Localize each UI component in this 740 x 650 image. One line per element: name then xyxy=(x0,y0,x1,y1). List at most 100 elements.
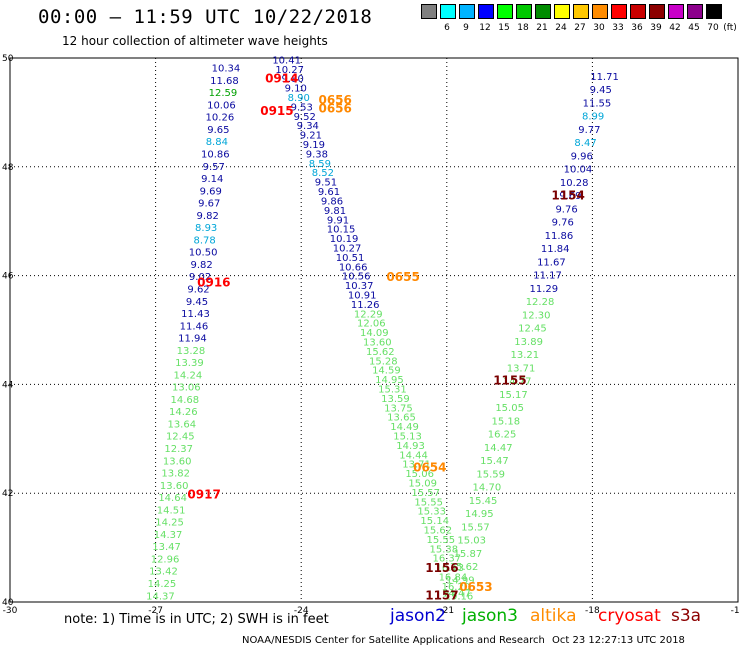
wave-height-value: 9.45 xyxy=(186,297,208,308)
wave-height-value: 16.13 xyxy=(436,563,465,574)
scale-swatch xyxy=(535,4,551,19)
wave-height-value: 9.82 xyxy=(197,211,219,222)
wave-height-value: 15.14 xyxy=(420,516,449,527)
wave-height-value: 13.42 xyxy=(149,567,178,578)
wave-height-value: 14.93 xyxy=(396,441,425,452)
wave-height-value: 9.77 xyxy=(578,125,600,136)
wave-height-value: 14.95 xyxy=(465,509,494,520)
mission-label: s3a xyxy=(671,606,702,626)
wave-height-value: 13.21 xyxy=(511,350,540,361)
wave-height-value: 15.62 xyxy=(450,562,479,573)
scale-label: 24 xyxy=(555,23,567,33)
x-tick-label: -30 xyxy=(3,606,18,616)
wave-height-value: 9.81 xyxy=(324,206,346,217)
wave-height-value: 13.59 xyxy=(381,394,410,405)
wave-height-value: 14.47 xyxy=(484,443,513,454)
wave-height-value: 9.53 xyxy=(291,102,313,113)
wave-height-value: 11.71 xyxy=(590,72,619,83)
wave-height-value: 15.13 xyxy=(393,431,422,442)
wave-height-value: 12.06 xyxy=(357,319,386,330)
pass-time-label: 0655 xyxy=(386,270,419,284)
pass-time-label: 1156 xyxy=(425,561,458,575)
wave-height-value: 10.26 xyxy=(206,113,235,124)
scale-label: 27 xyxy=(574,23,586,33)
map-frame xyxy=(9,57,739,603)
scale-swatch xyxy=(592,4,608,19)
wave-height-value: 11.29 xyxy=(529,284,558,295)
page-subtitle: 12 hour collection of altimeter wave hei… xyxy=(62,34,328,48)
wave-height-value: 15.62 xyxy=(366,347,395,358)
wave-height-value: 10.15 xyxy=(327,225,356,236)
wave-height-value: 10.27 xyxy=(275,65,304,76)
wave-height-value: 11.17 xyxy=(533,271,562,282)
wave-height-value: 15.59 xyxy=(476,469,505,480)
mission-label: cryosat xyxy=(598,606,661,626)
scale-swatch xyxy=(478,4,494,19)
wave-height-value: 11.55 xyxy=(583,98,612,109)
wave-height-value: 14.95 xyxy=(375,375,404,386)
wave-height-value: 9.69 xyxy=(200,186,222,197)
wave-height-value: 11.46 xyxy=(180,321,209,332)
wave-height-value: 13.64 xyxy=(167,419,196,430)
wave-height-value: 14.64 xyxy=(158,493,187,504)
y-tick-label: 42 xyxy=(2,489,13,499)
wave-height-value: 13.82 xyxy=(161,469,190,480)
wave-height-value: 13.28 xyxy=(177,346,206,357)
scale-label: 70 xyxy=(707,23,719,33)
wave-height-value: 9.38 xyxy=(306,149,328,160)
wave-height-value: 15.09 xyxy=(408,478,437,489)
wave-height-value: 8.47 xyxy=(574,138,596,149)
wave-height-value: 14.68 xyxy=(171,395,200,406)
wave-height-value: 9.34 xyxy=(297,121,319,132)
wave-height-value: 11.68 xyxy=(210,76,239,87)
wave-height-value: 12.59 xyxy=(209,88,238,99)
wave-height-value: 14.70 xyxy=(473,483,502,494)
wave-height-value: 13.71 xyxy=(507,363,536,374)
wave-height-value: 16.84 xyxy=(439,572,468,583)
wave-height-value: 9.86 xyxy=(321,196,343,207)
scale-unit-label: (ft) xyxy=(723,23,737,33)
wave-height-value: 12.45 xyxy=(518,324,547,335)
wave-height-value: 10.50 xyxy=(189,248,218,259)
wave-height-value: 13.47 xyxy=(152,542,181,553)
wave-height-value: 12.37 xyxy=(164,444,193,455)
pass-time-label: 0914 xyxy=(265,71,298,85)
wave-height-value: 9.52 xyxy=(294,112,316,123)
wave-height-value: 13.06 xyxy=(172,383,201,394)
wave-height-value: 14.44 xyxy=(399,450,428,461)
scale-label: 30 xyxy=(593,23,605,33)
wave-height-value: 15.03 xyxy=(457,536,486,547)
pass-time-label: 0654 xyxy=(413,460,446,474)
wave-height-value: 9.67 xyxy=(198,199,220,210)
scale-swatch xyxy=(516,4,532,19)
wave-height-value: 9.76 xyxy=(555,204,577,215)
wave-height-value: 13.60 xyxy=(163,456,192,467)
wave-height-value: 9.76 xyxy=(552,218,574,229)
wave-height-value: 8.59 xyxy=(309,159,331,170)
scale-label: 36 xyxy=(631,23,643,33)
scale-label: 18 xyxy=(517,23,529,33)
wave-height-value: 9.91 xyxy=(327,215,349,226)
wave-height-value: 12.45 xyxy=(166,432,195,443)
pass-time-label: 0915 xyxy=(260,104,293,118)
mission-label: jason3 xyxy=(462,606,518,626)
wave-height-value: 14.49 xyxy=(390,422,419,433)
wave-height-value: 10.56 xyxy=(342,272,371,283)
wave-height-value: 13.71 xyxy=(402,460,431,471)
scale-label: 45 xyxy=(688,23,700,33)
wave-height-value: 12.28 xyxy=(526,297,555,308)
wave-height-value: 10.91 xyxy=(348,290,377,301)
y-tick-label: 48 xyxy=(2,163,14,173)
wave-height-value: 9.65 xyxy=(207,125,229,136)
pass-time-label: 1154 xyxy=(551,188,584,202)
wave-height-value: 12.29 xyxy=(354,309,383,320)
wave-height-value: 14.26 xyxy=(169,407,198,418)
scale-swatch xyxy=(421,4,437,19)
wave-height-value: 16.37 xyxy=(433,554,462,565)
wave-height-value: 9.21 xyxy=(300,131,322,142)
wave-height-value: 8.93 xyxy=(195,223,217,234)
wave-height-value: 10.28 xyxy=(560,178,589,189)
wave-height-value: 15.87 xyxy=(454,549,483,560)
wave-height-value: 16.25 xyxy=(488,430,517,441)
x-tick-label: -18 xyxy=(585,606,600,616)
